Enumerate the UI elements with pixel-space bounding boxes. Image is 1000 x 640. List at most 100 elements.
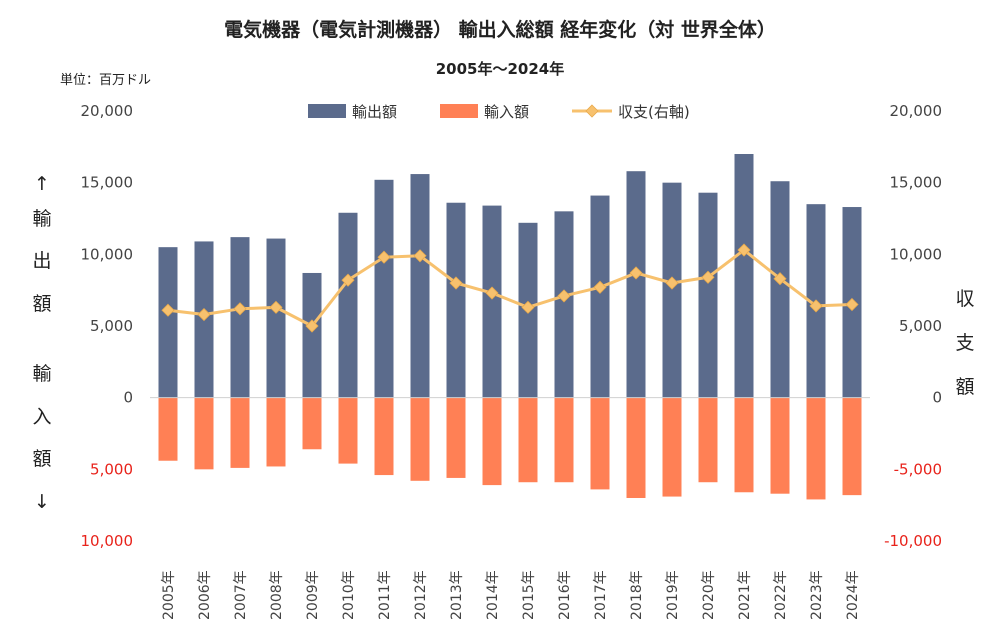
unit-label: 単位：百万ドル (60, 72, 151, 88)
export-bar (554, 211, 574, 398)
import-bar (554, 397, 574, 483)
left-axis-label-char: 輸 (32, 363, 51, 385)
export-bar (338, 212, 358, 398)
legend-swatch-export (308, 104, 346, 118)
left-axis-label-char: 額 (32, 293, 51, 315)
balance-marker (269, 300, 283, 314)
legend-swatch-balance-marker (585, 104, 599, 118)
category-label: 2023年 (809, 570, 825, 620)
category-label: 2014年 (485, 570, 501, 620)
import-bar (734, 397, 754, 493)
balance-marker (449, 276, 463, 290)
category-label: 2013年 (449, 570, 465, 620)
import-bar (698, 397, 718, 483)
category-label: 2015年 (521, 570, 537, 620)
legend-label-balance: 収支(右軸) (618, 103, 690, 121)
import-bar (158, 397, 178, 461)
left-tick-label: 5,000 (90, 460, 133, 478)
legend: 輸出額 輸入額 収支(右軸) (308, 103, 690, 121)
import-bar (482, 397, 502, 486)
legend-swatch-import (440, 104, 478, 118)
balance-marker (737, 243, 751, 257)
right-axis-label: 収支額 (955, 288, 974, 398)
category-label: 2019年 (665, 570, 681, 620)
export-bar (734, 154, 754, 398)
export-bar (230, 237, 250, 398)
balance-marker (629, 266, 643, 280)
right-axis-label-char: 額 (955, 376, 974, 398)
category-label: 2021年 (737, 570, 753, 620)
left-axis-ticks: 20,000 15,000 10,000 5,000 0 5,000 10,000 (81, 102, 134, 550)
export-bar (662, 182, 682, 398)
export-bar (446, 202, 466, 398)
left-tick-label: 20,000 (81, 102, 134, 120)
category-label: 2005年 (161, 570, 177, 620)
import-bar (770, 397, 790, 494)
left-tick-label: 10,000 (81, 532, 134, 550)
balance-marker (665, 276, 679, 290)
legend-label-import: 輸入額 (484, 103, 529, 121)
balance-marker (413, 249, 427, 263)
import-bar (446, 397, 466, 478)
balance-line-series (161, 243, 859, 333)
right-tick-label: 5,000 (899, 317, 942, 335)
legend-label-export: 輸出額 (352, 103, 397, 121)
balance-marker (809, 299, 823, 313)
bars (158, 154, 862, 500)
chart-title: 電気機器（電気計測機器） 輸出入総額 経年変化（対 世界全体） (224, 18, 776, 41)
right-tick-label: -10,000 (884, 532, 942, 550)
import-bar (230, 397, 250, 468)
import-bar (194, 397, 214, 470)
import-bar (266, 397, 286, 467)
left-axis-label-char: ↓ (34, 491, 50, 513)
import-bar (338, 397, 358, 464)
right-axis-label-char: 収 (955, 288, 974, 310)
category-label: 2008年 (269, 570, 285, 620)
category-label: 2016年 (557, 570, 573, 620)
balance-marker (161, 303, 175, 317)
export-bar (266, 238, 286, 398)
category-label: 2006年 (197, 570, 213, 620)
balance-marker (341, 273, 355, 287)
category-label: 2017年 (593, 570, 609, 620)
right-tick-label: 15,000 (890, 174, 943, 192)
balance-marker (845, 297, 859, 312)
export-bar (302, 272, 322, 398)
import-bar (302, 397, 322, 450)
export-bar (626, 171, 646, 398)
right-tick-label: 10,000 (890, 245, 943, 263)
right-tick-label: -5,000 (894, 460, 942, 478)
category-label: 2010年 (341, 570, 357, 620)
balance-marker (557, 289, 571, 303)
import-bar (518, 397, 538, 483)
export-bar (158, 247, 178, 398)
left-axis-label-char: 額 (32, 448, 51, 470)
category-label: 2012年 (413, 570, 429, 620)
balance-line (167, 248, 853, 328)
balance-marker (305, 319, 319, 333)
category-label: 2009年 (305, 570, 321, 620)
left-tick-label: 0 (123, 389, 133, 407)
left-tick-label: 5,000 (90, 317, 133, 335)
import-bar (662, 397, 682, 497)
left-axis-label-char: 出 (32, 250, 51, 272)
category-label: 2020年 (701, 570, 717, 620)
balance-marker (521, 300, 535, 314)
balance-marker (701, 270, 715, 284)
balance-marker (233, 302, 247, 316)
chart-subtitle: 2005年～2024年 (436, 60, 565, 78)
balance-marker (485, 286, 499, 300)
balance-marker (773, 272, 787, 286)
export-bar (482, 205, 502, 398)
right-axis-ticks: 20,000 15,000 10,000 5,000 0 -5,000 -10,000 (884, 102, 942, 550)
left-axis-label-char: 輸 (32, 208, 51, 230)
export-bar (770, 181, 790, 398)
category-label: 2018年 (629, 570, 645, 620)
import-bar (842, 397, 862, 496)
export-bar (698, 192, 718, 398)
left-tick-label: 15,000 (81, 174, 134, 192)
export-bar (374, 179, 394, 398)
balance-marker (197, 307, 211, 322)
